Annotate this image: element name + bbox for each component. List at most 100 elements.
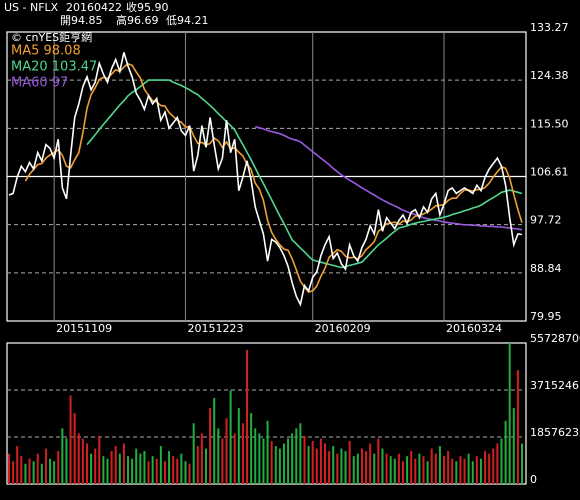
- volume-bar: [24, 463, 27, 484]
- volume-bar: [53, 461, 56, 484]
- volume-bar: [295, 428, 298, 484]
- volume-frame: [6, 342, 527, 485]
- volume-bar: [254, 428, 257, 484]
- volume-bar: [475, 456, 478, 484]
- volume-bar: [352, 456, 355, 484]
- volume-bar: [307, 446, 310, 484]
- volume-bar: [118, 453, 121, 484]
- volume-bar: [127, 456, 130, 484]
- volume-bar: [443, 456, 446, 484]
- volume-bar: [434, 453, 437, 484]
- y-tick-label: 115.50: [530, 117, 569, 130]
- y-tick-label: 79.95: [530, 310, 562, 323]
- volume-bar: [49, 458, 52, 484]
- volume-bar: [106, 458, 109, 484]
- y-tick-label: 106.61: [530, 166, 569, 179]
- volume-bar: [44, 448, 47, 484]
- volume-bar: [200, 433, 203, 484]
- volume-bar: [36, 453, 39, 484]
- x-tick-label: 20160209: [315, 322, 371, 335]
- volume-bar: [77, 433, 80, 484]
- volume-bar: [20, 456, 23, 484]
- volume-bar: [217, 428, 220, 484]
- volume-bar: [463, 458, 466, 484]
- volume-bar: [303, 435, 306, 484]
- volume-bar: [32, 461, 35, 484]
- volume-bar: [28, 458, 31, 484]
- volume-bar: [278, 448, 281, 484]
- volume-bar: [258, 433, 261, 484]
- volume-bar: [401, 461, 404, 484]
- volume-bar: [360, 448, 363, 484]
- volume-bar: [8, 453, 10, 484]
- volume-bar: [500, 438, 503, 484]
- volume-bar: [241, 423, 244, 484]
- volume-bar: [57, 451, 60, 484]
- volume-bar: [479, 458, 482, 484]
- volume-bar: [381, 448, 384, 484]
- volume-bar: [414, 458, 417, 484]
- volume-bar: [102, 456, 105, 484]
- volume-bar: [393, 458, 396, 484]
- volume-bar: [488, 453, 491, 484]
- volume-bar: [282, 443, 285, 484]
- volume-bar: [65, 438, 68, 484]
- volume-bar: [110, 451, 113, 484]
- volume-bar: [139, 453, 142, 484]
- volume-bar: [94, 448, 97, 484]
- volume-bar: [406, 456, 409, 484]
- y-tick-label: 88.84: [530, 262, 562, 275]
- volume-bar: [377, 438, 380, 484]
- ma-line: [24, 62, 523, 293]
- volume-bar: [426, 461, 429, 484]
- volume-bar: [438, 446, 441, 484]
- volume-bar: [61, 428, 64, 484]
- volume-bar: [340, 448, 343, 484]
- volume-bar: [168, 451, 171, 484]
- volume-bar: [233, 433, 236, 484]
- volume-bar: [163, 461, 166, 484]
- x-tick-label: 20151109: [56, 322, 112, 335]
- volume-bar: [12, 461, 15, 484]
- volume-bar: [512, 408, 515, 484]
- volume-bar: [192, 423, 195, 484]
- volume-bar: [172, 456, 175, 484]
- volume-bar: [291, 433, 294, 484]
- volume-bar: [176, 458, 179, 484]
- volume-bar: [225, 418, 228, 484]
- volume-bar: [344, 451, 347, 484]
- volume-bar: [188, 463, 191, 484]
- volume-bar: [229, 390, 232, 484]
- symbol: US - NFLX: [4, 1, 59, 14]
- volume-bar: [250, 413, 253, 484]
- volume-bar: [332, 446, 335, 484]
- volume-bar: [356, 453, 359, 484]
- volume-bar: [484, 451, 487, 484]
- volume-bar: [397, 453, 400, 484]
- volume-bar: [467, 453, 470, 484]
- low-price: 低94.21: [166, 14, 209, 27]
- volume-bar: [135, 448, 138, 484]
- y-tick-label: 97.72: [530, 214, 562, 227]
- volume-bar: [324, 443, 327, 484]
- volume-bar: [365, 451, 368, 484]
- volume-bar: [455, 461, 458, 484]
- volume-bar: [159, 446, 162, 484]
- volume-bar: [221, 438, 224, 484]
- volume-bar: [155, 458, 158, 484]
- volume-bar: [447, 451, 450, 484]
- y-tick-label: 133.27: [530, 21, 569, 34]
- volume-bar: [85, 443, 88, 484]
- volume-bar: [90, 453, 93, 484]
- volume-bar: [385, 453, 388, 484]
- volume-bar: [16, 446, 19, 484]
- x-tick-label: 20160324: [446, 322, 502, 335]
- volume-bar: [122, 443, 125, 484]
- volume-bar: [114, 446, 117, 484]
- y-tick-label: 0: [530, 473, 537, 486]
- volume-bar: [508, 343, 511, 484]
- high-price: 高96.69: [116, 13, 159, 27]
- date: 20160422: [66, 1, 122, 14]
- volume-bar: [418, 453, 421, 484]
